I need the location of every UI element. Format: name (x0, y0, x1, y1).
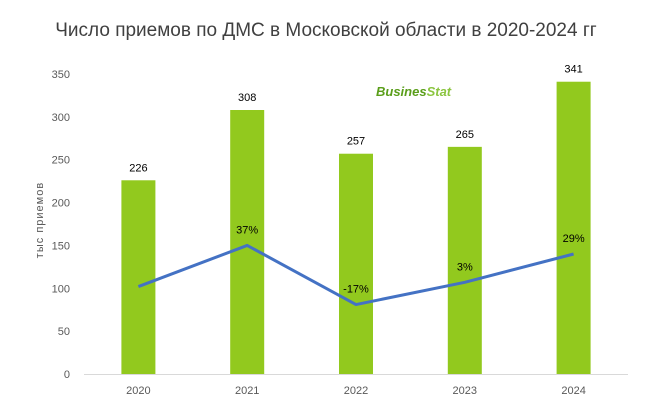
bar-value-label: 265 (456, 129, 474, 141)
bar-value-label: 308 (238, 92, 256, 104)
y-tick-label: 350 (52, 69, 70, 81)
x-tick-label: 2022 (344, 385, 368, 397)
chart-title: Число приемов по ДМС в Московской област… (55, 20, 597, 41)
bar (447, 146, 482, 374)
growth-label: 37% (236, 224, 258, 236)
growth-line (137, 243, 574, 307)
bar (230, 110, 265, 374)
bar-value-label: 226 (129, 162, 147, 174)
y-tick-label: 150 (52, 240, 70, 252)
y-tick-label: 0 (64, 369, 70, 381)
bar-value-label: 341 (564, 64, 582, 76)
growth-label: -17% (343, 284, 369, 296)
growth-label: 29% (563, 233, 585, 245)
y-tick-label: 200 (52, 198, 70, 210)
x-tick-label: 2023 (453, 385, 477, 397)
businessstat-logo: BusinesStat (376, 84, 452, 99)
y-tick-label: 300 (52, 112, 70, 124)
bar (121, 180, 156, 374)
x-tick-label: 2020 (126, 385, 150, 397)
x-tick-label: 2024 (561, 385, 585, 397)
bar-value-label: 257 (347, 136, 365, 148)
y-tick-label: 250 (52, 155, 70, 167)
bar (339, 153, 373, 374)
y-tick-label: 100 (52, 283, 70, 295)
growth-label: 3% (457, 261, 473, 273)
x-tick-label: 2021 (235, 385, 259, 397)
bar (556, 81, 591, 374)
y-tick-label: 50 (58, 326, 70, 338)
